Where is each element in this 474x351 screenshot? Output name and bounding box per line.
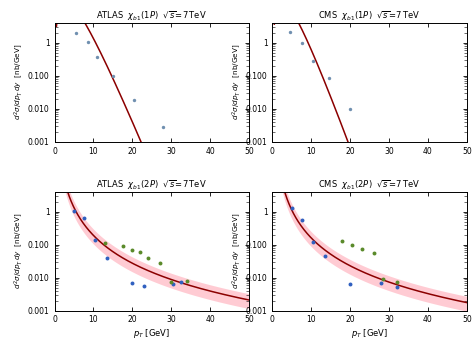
Point xyxy=(393,284,401,290)
Point xyxy=(80,215,88,220)
Point xyxy=(325,75,333,81)
Point xyxy=(377,280,385,286)
Point xyxy=(370,250,377,256)
Point xyxy=(380,277,387,282)
Point xyxy=(119,243,127,249)
Point xyxy=(175,141,183,147)
X-axis label: $p_T$ [GeV]: $p_T$ [GeV] xyxy=(133,327,170,340)
Point xyxy=(346,281,354,287)
Point xyxy=(167,279,175,285)
Point xyxy=(160,124,167,130)
Y-axis label: $d^2\sigma/dp_T\,dy$  [nb/GeV]: $d^2\sigma/dp_T\,dy$ [nb/GeV] xyxy=(230,213,243,289)
Point xyxy=(310,58,317,64)
Point xyxy=(393,145,401,151)
Point xyxy=(286,29,294,35)
Point xyxy=(130,98,138,103)
Point xyxy=(298,40,305,46)
X-axis label: $p_T$ [GeV]: $p_T$ [GeV] xyxy=(351,327,388,340)
Point xyxy=(348,243,356,248)
Point xyxy=(393,279,401,285)
Point xyxy=(169,282,177,287)
Point xyxy=(109,74,117,79)
Point xyxy=(128,280,136,286)
Point xyxy=(310,239,317,245)
Point xyxy=(321,253,328,259)
Title: ATLAS  $\chi_{b1}(1P)$  $\sqrt{s}\!=\!7\,\mathrm{TeV}$: ATLAS $\chi_{b1}(1P)$ $\sqrt{s}\!=\!7\,\… xyxy=(96,9,207,23)
Point xyxy=(101,240,109,245)
Point xyxy=(144,255,152,260)
Y-axis label: $d^2\sigma/dp_T\,dy$  [nb/GeV]: $d^2\sigma/dp_T\,dy$ [nb/GeV] xyxy=(12,213,25,289)
Point xyxy=(70,208,78,214)
Point xyxy=(84,39,91,45)
Point xyxy=(183,278,191,284)
Y-axis label: $d^2\sigma/dp_T\,dy$  [nb/GeV]: $d^2\sigma/dp_T\,dy$ [nb/GeV] xyxy=(230,44,243,120)
Point xyxy=(128,247,136,253)
Point xyxy=(91,238,99,243)
Title: CMS  $\chi_{b1}(1P)$  $\sqrt{s}\!=\!7\,\mathrm{TeV}$: CMS $\chi_{b1}(1P)$ $\sqrt{s}\!=\!7\,\ma… xyxy=(319,9,421,23)
Point xyxy=(346,106,354,112)
Point xyxy=(137,250,144,255)
Title: ATLAS  $\chi_{b1}(2P)$  $\sqrt{s}\!=\!7\,\mathrm{TeV}$: ATLAS $\chi_{b1}(2P)$ $\sqrt{s}\!=\!7\,\… xyxy=(96,178,207,192)
Point xyxy=(72,31,80,36)
Y-axis label: $d^2\sigma/dp_T\,dy$  [nb/GeV]: $d^2\sigma/dp_T\,dy$ [nb/GeV] xyxy=(12,44,25,120)
Point xyxy=(140,283,148,289)
Title: CMS  $\chi_{b1}(2P)$  $\sqrt{s}\!=\!7\,\mathrm{TeV}$: CMS $\chi_{b1}(2P)$ $\sqrt{s}\!=\!7\,\ma… xyxy=(319,178,421,192)
Point xyxy=(288,205,296,211)
Point xyxy=(156,260,164,266)
Point xyxy=(338,239,346,244)
Point xyxy=(298,217,305,223)
Point xyxy=(177,279,185,285)
Point xyxy=(103,255,111,260)
Point xyxy=(93,54,101,59)
Point xyxy=(358,246,365,252)
